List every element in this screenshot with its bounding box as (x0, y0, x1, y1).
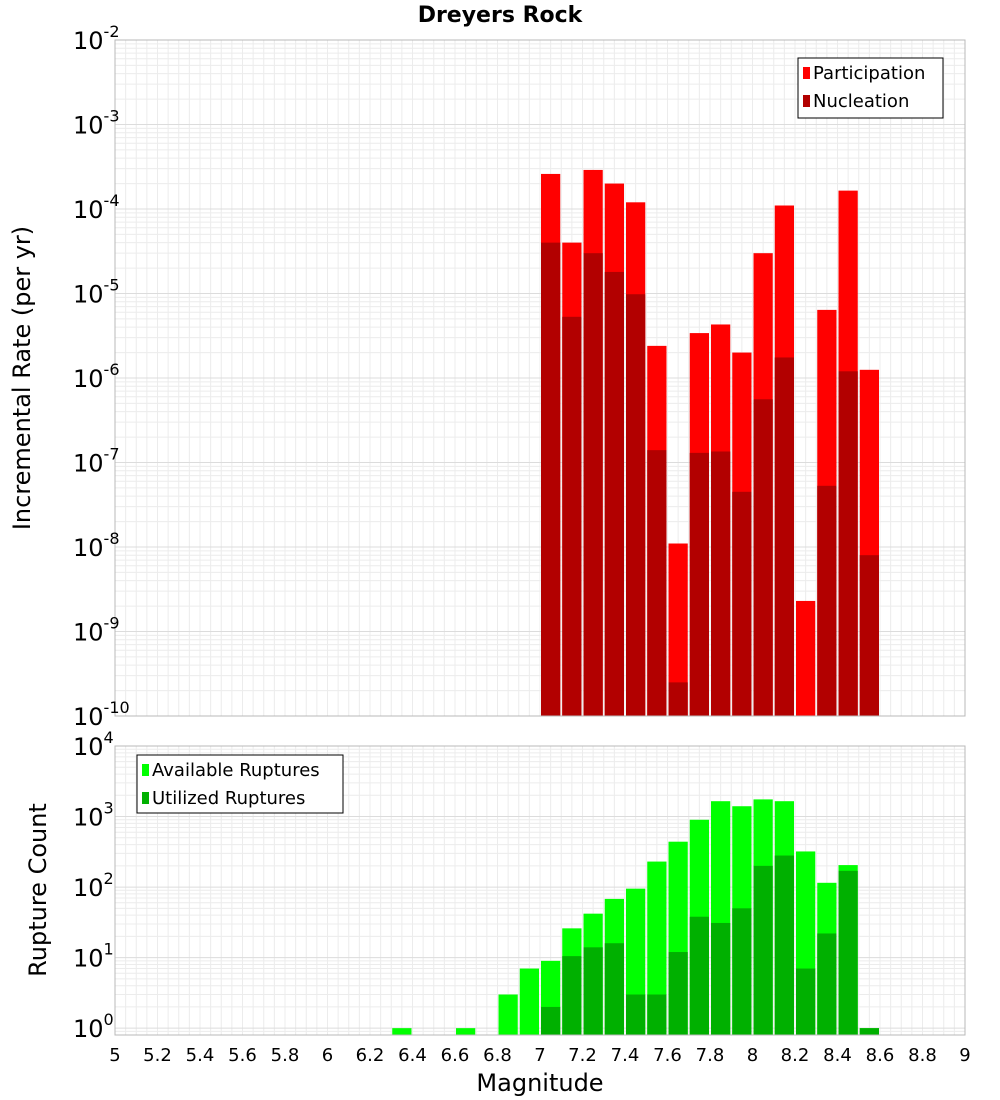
x-tick-label: 7 (534, 1045, 545, 1066)
y-axis-label: Rupture Count (24, 803, 52, 977)
x-tick-label: 8 (747, 1045, 758, 1066)
legend-swatch (803, 95, 810, 107)
bar-participation-8.25 (796, 600, 816, 716)
x-tick-label: 6.2 (356, 1045, 385, 1066)
legend-label: Utilized Ruptures (152, 788, 305, 809)
legend-box (136, 754, 344, 814)
x-tick-label: 7.4 (611, 1045, 640, 1066)
legend-swatch (803, 67, 810, 79)
bar-utilized-ruptures-8.15 (774, 855, 794, 1035)
x-tick-label: 8.6 (866, 1045, 895, 1066)
panel-2: 100 101 102 103 104 Rupture Count Available Ru… (24, 728, 966, 1043)
x-axis-label: Magnitude (476, 1069, 603, 1097)
y-tick-label: 104 (73, 728, 114, 761)
x-tick-label: 5.4 (186, 1045, 215, 1066)
bar-utilized-ruptures-7.05 (541, 1006, 561, 1035)
y-tick-label: 103 (73, 799, 114, 832)
y-tick-label: 10-7 (73, 445, 120, 478)
y-tick-label: 10-4 (73, 191, 120, 224)
x-tick-label: 7.2 (568, 1045, 597, 1066)
legend-label: Available Ruptures (152, 760, 320, 781)
x-tick-label: 6.4 (398, 1045, 427, 1066)
legend-box (797, 57, 944, 119)
y-axis-label: Incremental Rate (per yr) (8, 226, 36, 530)
plot-frame (114, 745, 966, 1036)
bar-available-ruptures-7.55 (647, 861, 667, 1035)
x-tick-label: 8.8 (908, 1045, 937, 1066)
x-tick-label: 6 (322, 1045, 333, 1066)
bar-utilized-ruptures-7.75 (689, 916, 709, 1035)
y-tick-label: 100 (73, 1010, 114, 1043)
x-tick-label: 5.6 (228, 1045, 257, 1066)
legend-label: Nucleation (813, 91, 909, 112)
bar-nucleation-7.25 (583, 253, 603, 716)
y-tick-label: 10-9 (73, 614, 120, 647)
x-tick-label: 5.8 (271, 1045, 300, 1066)
bar-nucleation-7.35 (604, 271, 624, 716)
bar-nucleation-8.05 (753, 399, 773, 716)
y-tick-label: 10-6 (73, 360, 120, 393)
legend-label: Participation (813, 63, 925, 84)
y-tick-label: 10-10 (73, 698, 130, 731)
bar-available-ruptures-6.65 (456, 1028, 476, 1035)
bar-utilized-ruptures-7.45 (626, 994, 646, 1035)
x-tick-label: 5 (109, 1045, 120, 1066)
bar-utilized-ruptures-8.35 (817, 933, 837, 1035)
bar-utilized-ruptures-7.85 (711, 922, 731, 1035)
bar-nucleation-7.95 (732, 491, 752, 716)
bar-available-ruptures-6.35 (392, 1028, 412, 1035)
bar-nucleation-8.55 (859, 555, 879, 716)
legend-swatch (142, 764, 149, 776)
legend: Available Ruptures Utilized Ruptures (136, 754, 344, 814)
x-tick-label: 9 (959, 1045, 970, 1066)
x-tick-label: 7.8 (696, 1045, 725, 1066)
bar-utilized-ruptures-8.45 (838, 870, 858, 1035)
legend: Participation Nucleation (797, 57, 944, 119)
bar-nucleation-8.35 (817, 485, 837, 716)
bar-utilized-ruptures-7.65 (668, 952, 688, 1035)
bar-utilized-ruptures-7.25 (583, 947, 603, 1035)
bar-nucleation-7.85 (711, 451, 731, 716)
bar-nucleation-8.15 (774, 357, 794, 716)
y-tick-label: 101 (73, 940, 114, 973)
bar-utilized-ruptures-8.25 (796, 968, 816, 1035)
x-tick-label: 5.2 (143, 1045, 172, 1066)
bar-utilized-ruptures-8.55 (859, 1028, 879, 1035)
bar-nucleation-7.45 (626, 294, 646, 716)
y-tick-label: 10-5 (73, 276, 120, 309)
panel-1: 10-10 10-9 10-8 10-7 10-6 10-5 10-4 10-3 10-2 Inc… (8, 22, 966, 731)
bar-utilized-ruptures-7.15 (562, 956, 582, 1035)
bar-participation-7.65 (668, 543, 688, 716)
bar-available-ruptures-6.85 (498, 994, 518, 1035)
bar-nucleation-7.65 (668, 682, 688, 716)
bar-utilized-ruptures-7.35 (604, 943, 624, 1035)
x-tick-label: 6.8 (483, 1045, 512, 1066)
x-tick-label: 8.2 (781, 1045, 810, 1066)
bar-utilized-ruptures-8.05 (753, 865, 773, 1035)
chart-title: Dreyers Rock (418, 3, 584, 28)
bar-nucleation-7.55 (647, 450, 667, 716)
bar-nucleation-7.75 (689, 452, 709, 716)
y-tick-label: 10-8 (73, 529, 120, 562)
plot-frame (114, 39, 966, 717)
x-tick-label: 8.4 (823, 1045, 852, 1066)
y-tick-label: 102 (73, 869, 114, 902)
legend-swatch (142, 792, 149, 804)
bar-utilized-ruptures-7.95 (732, 908, 752, 1035)
bar-nucleation-7.15 (562, 316, 582, 716)
bar-utilized-ruptures-7.55 (647, 994, 667, 1035)
y-tick-label: 10-3 (73, 107, 120, 140)
bar-available-ruptures-6.95 (519, 968, 539, 1035)
bar-nucleation-8.45 (838, 371, 858, 716)
x-tick-label: 7.6 (653, 1045, 682, 1066)
y-tick-label: 10-2 (73, 22, 120, 55)
bar-nucleation-7.05 (541, 242, 561, 717)
x-tick-label: 6.6 (441, 1045, 470, 1066)
